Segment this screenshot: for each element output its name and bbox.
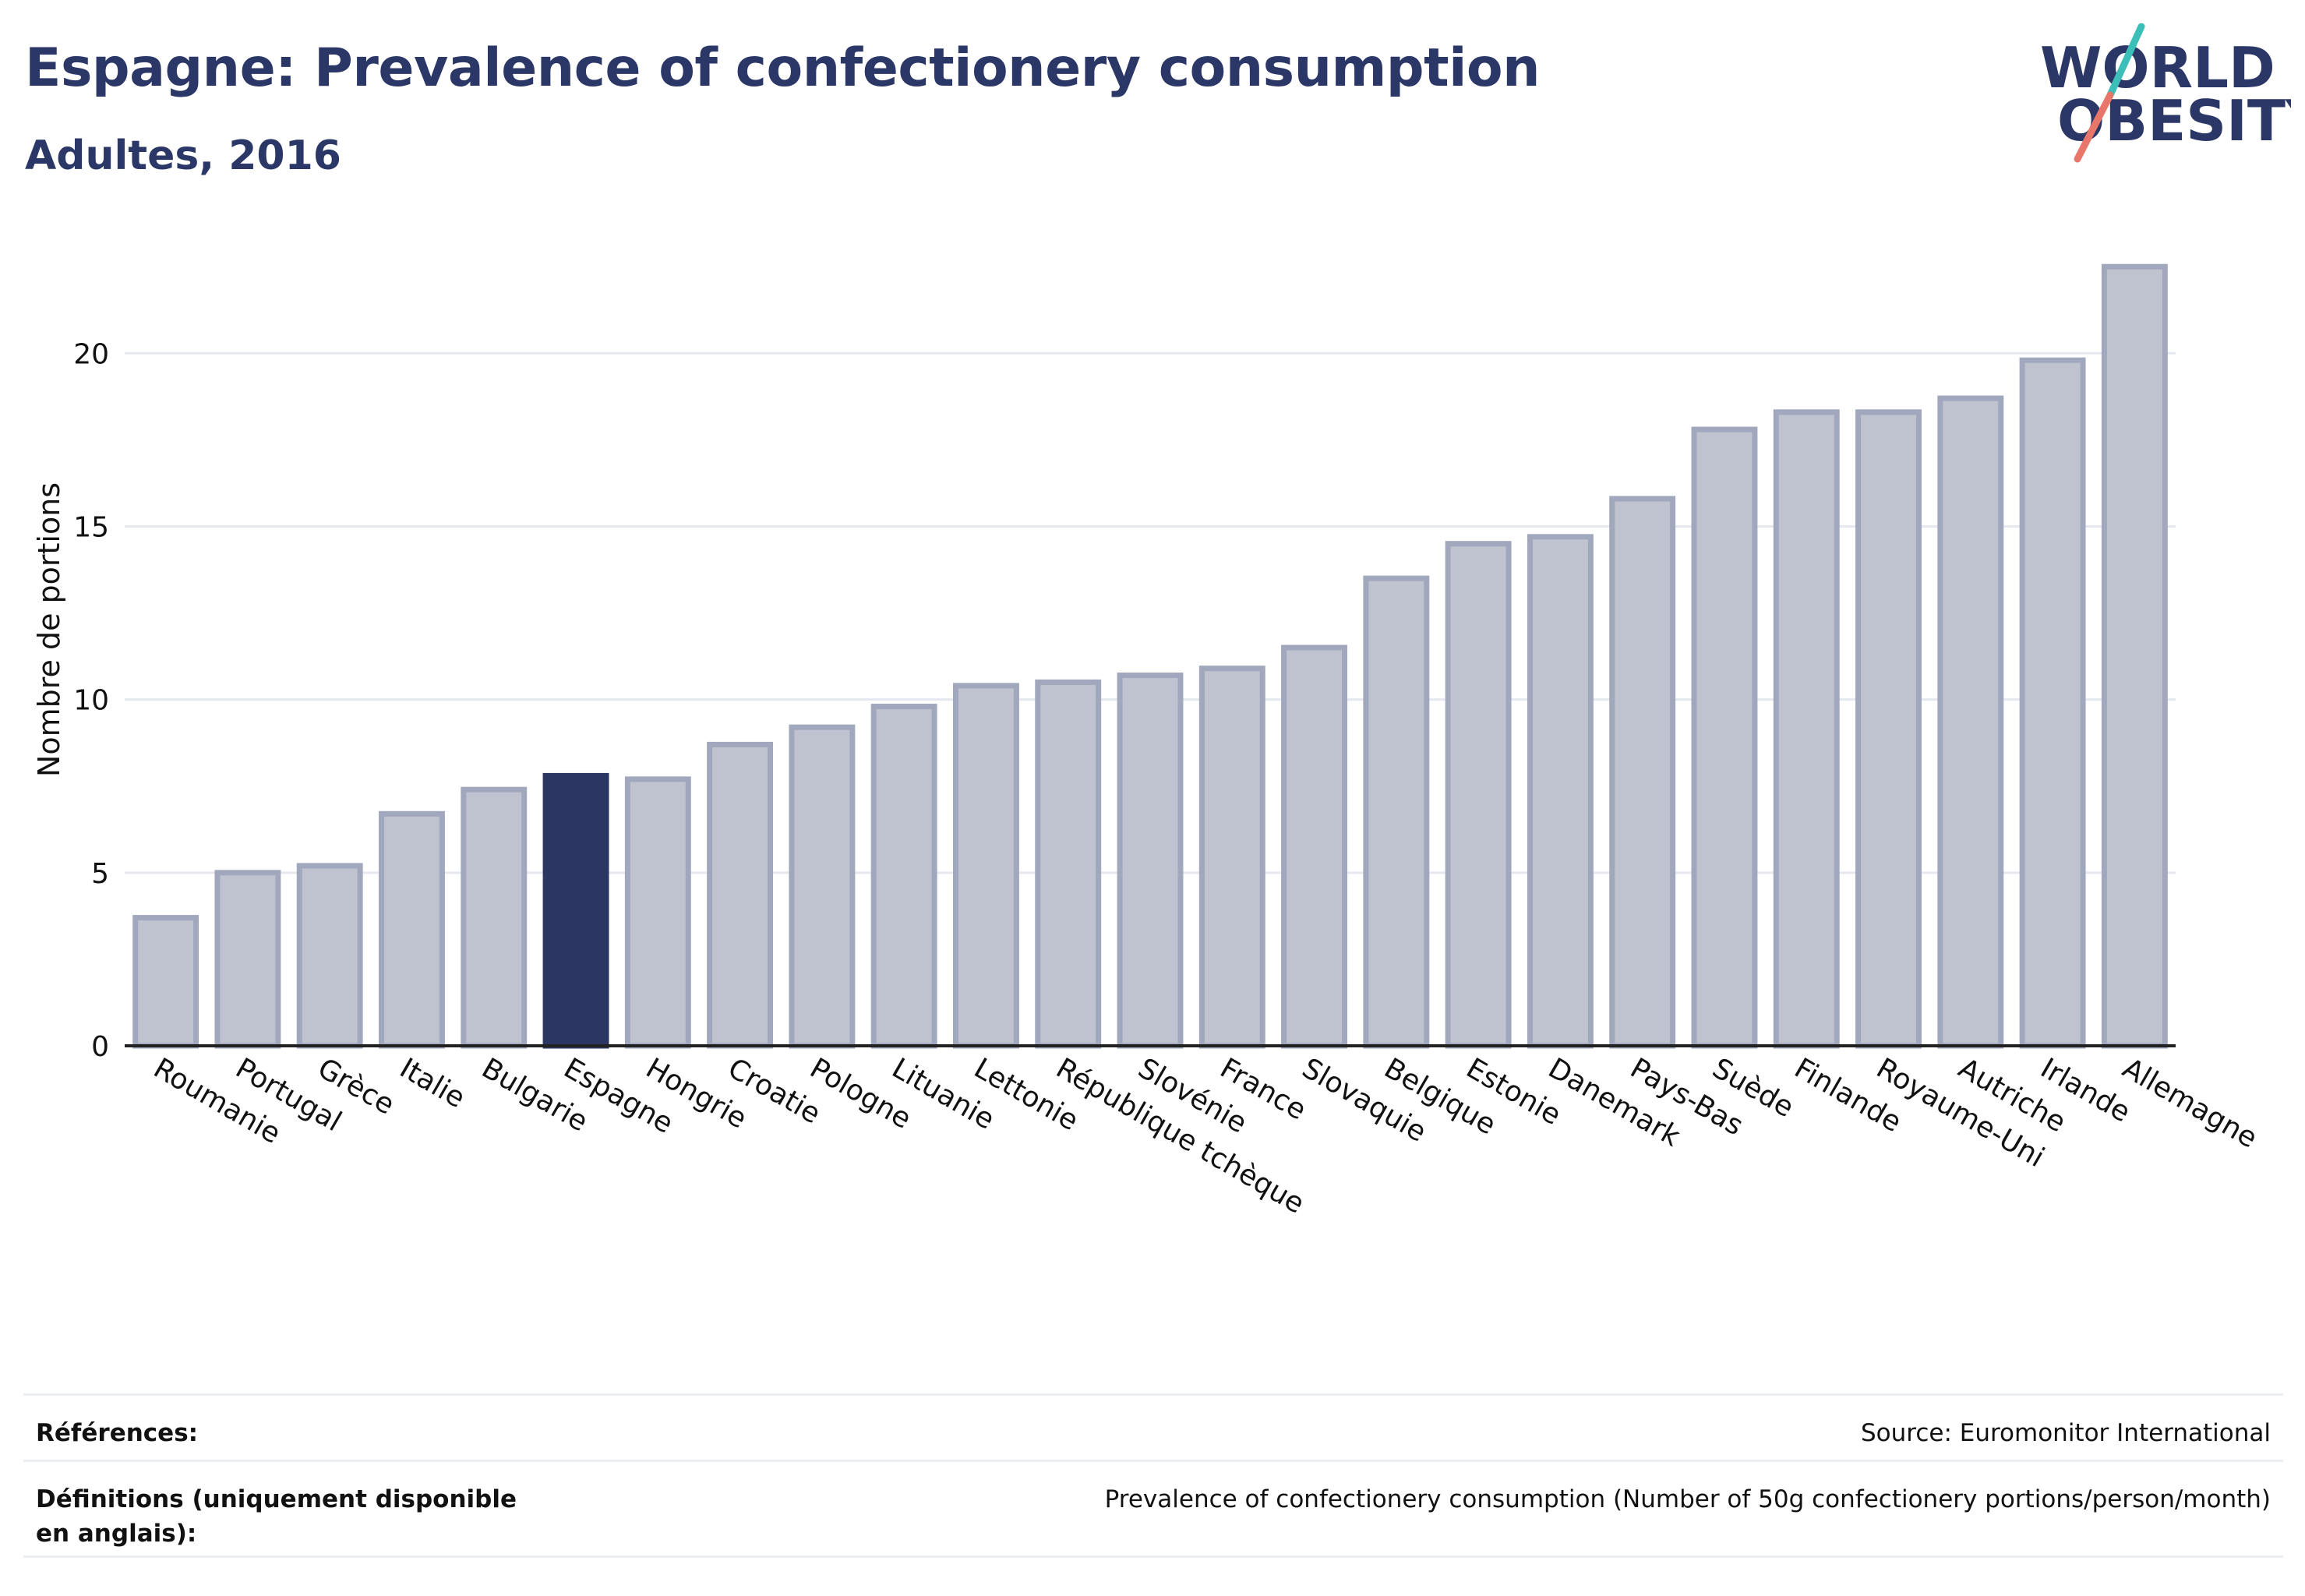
bar-slov-nie <box>1117 673 1184 1049</box>
logo-slash-top <box>2106 23 2145 99</box>
bar-croatie <box>707 741 774 1049</box>
y-tick-labels: 0 5 10 15 20 <box>73 338 109 1063</box>
bar-gr-ce <box>296 863 363 1049</box>
references-label: Références: <box>36 1419 199 1447</box>
bar-pays-bas <box>1609 496 1676 1049</box>
bar-irlande <box>2019 357 2086 1049</box>
bar-su-de <box>1691 426 1758 1049</box>
definitions-label: Définitions (uniquement disponible en an… <box>36 1485 517 1548</box>
bar-bulgarie <box>461 786 528 1049</box>
bar-france <box>1198 666 1265 1049</box>
y-axis-label: Nombre de portions <box>32 482 66 777</box>
bar-estonie <box>1445 541 1512 1049</box>
bar-lettonie <box>952 683 1019 1049</box>
bar-finlande <box>1773 409 1840 1049</box>
references-row: Références: Source: Euromonitor Internat… <box>23 1393 2283 1460</box>
bar-danemark <box>1527 534 1594 1049</box>
x-tick-label: Allemagne <box>2117 1052 2263 1154</box>
page-title: Espagne: Prevalence of confectionery con… <box>25 37 1541 99</box>
logo-slash-bottom <box>2074 91 2114 163</box>
page-subtitle: Adultes, 2016 <box>25 132 341 179</box>
x-tick-label: Italie <box>394 1052 471 1114</box>
bar-hongrie <box>624 776 691 1049</box>
bar-allemagne <box>2101 263 2168 1049</box>
bar-belgique <box>1363 575 1430 1049</box>
bar-slovaquie <box>1281 644 1348 1049</box>
bar-espagne <box>542 772 609 1049</box>
bars <box>132 263 2168 1049</box>
bar-royaume-uni <box>1855 409 1922 1049</box>
y-tick-label: 10 <box>73 685 109 717</box>
y-tick-label: 15 <box>73 511 109 543</box>
y-tick-label: 5 <box>91 858 109 890</box>
bar-portugal <box>214 870 281 1049</box>
y-tick-label: 20 <box>73 338 109 370</box>
definitions-row: Définitions (uniquement disponible en an… <box>23 1460 2283 1558</box>
references-value: Source: Euromonitor International <box>1860 1419 2271 1447</box>
bar-autriche <box>1937 395 2004 1049</box>
footer-table: Références: Source: Euromonitor Internat… <box>23 1393 2283 1558</box>
bar-r-publique-tch-que <box>1035 679 1102 1049</box>
definitions-value: Prevalence of confectionery consumption … <box>1104 1485 2271 1513</box>
bar-roumanie <box>132 915 199 1049</box>
logo-text-world: WORLD <box>2040 35 2275 101</box>
y-tick-label: 0 <box>91 1031 109 1063</box>
bar-pologne <box>789 724 856 1049</box>
bar-lituanie <box>870 704 937 1049</box>
world-obesity-logo: WORLD OBESITY <box>2040 23 2291 163</box>
bar-italie <box>379 810 445 1049</box>
